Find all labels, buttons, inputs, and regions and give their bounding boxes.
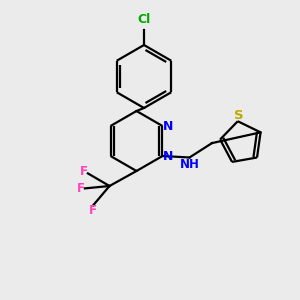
Text: NH: NH [179, 158, 200, 171]
Text: F: F [80, 165, 88, 178]
Text: S: S [234, 109, 244, 122]
Text: Cl: Cl [137, 13, 151, 26]
Text: N: N [163, 149, 173, 163]
Text: F: F [77, 182, 85, 195]
Text: F: F [89, 203, 97, 217]
Text: N: N [163, 119, 173, 133]
